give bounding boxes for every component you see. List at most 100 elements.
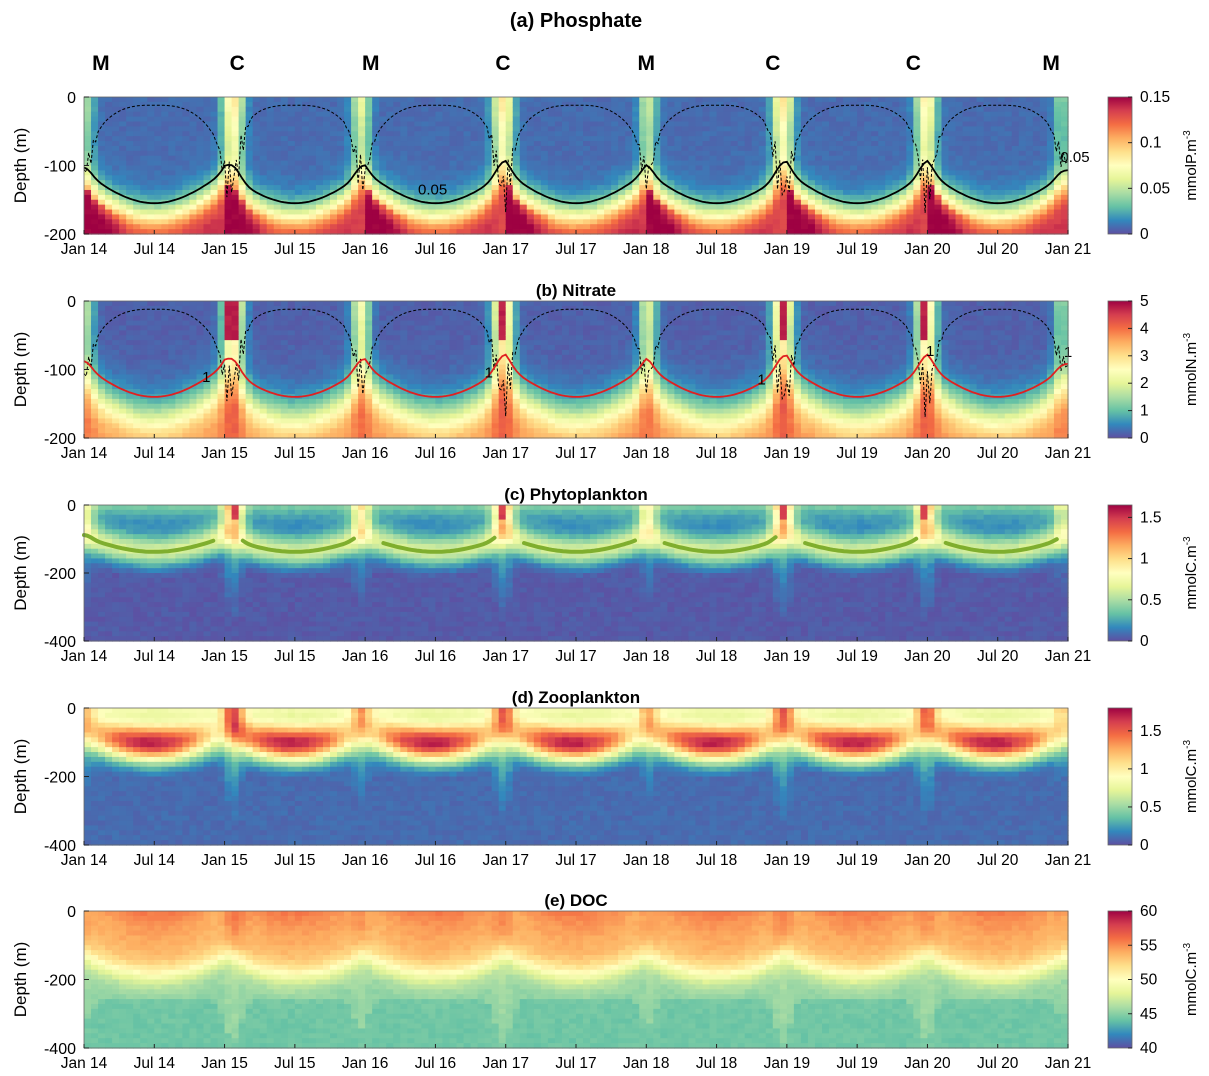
heatmap-cell — [372, 101, 380, 108]
heatmap-cell — [463, 121, 472, 127]
heatmap-cell — [252, 141, 261, 147]
heatmap-cell — [414, 131, 422, 137]
heatmap-cell — [238, 180, 247, 186]
heatmap-cell — [667, 229, 675, 235]
heatmap-cell — [315, 384, 324, 390]
heatmap-cell — [301, 301, 310, 307]
heatmap-cell — [688, 111, 697, 118]
heatmap-cell — [175, 175, 183, 181]
heatmap-cell — [822, 185, 830, 191]
heatmap-cell — [590, 145, 598, 152]
heatmap-cell — [231, 305, 240, 312]
heatmap-cell — [252, 170, 261, 176]
heatmap-cell — [245, 141, 254, 147]
heatmap-cell — [280, 106, 289, 113]
heatmap-cell — [702, 126, 711, 132]
heatmap-cell — [428, 121, 437, 127]
heatmap-cell — [161, 219, 169, 225]
heatmap-cell — [519, 141, 528, 147]
heatmap-cell — [259, 145, 268, 152]
heatmap-cell — [140, 126, 148, 132]
heatmap-cell — [91, 374, 99, 380]
heatmap-cell — [140, 335, 148, 341]
heatmap-cell — [196, 111, 205, 118]
heatmap-cell — [597, 97, 605, 103]
heatmap-cell — [308, 310, 317, 317]
heatmap-cell — [737, 141, 746, 147]
heatmap-cell — [168, 384, 176, 390]
heatmap-cell — [1060, 97, 1069, 103]
heatmap-cell — [245, 199, 254, 206]
heatmap-cell — [112, 325, 120, 331]
heatmap-cell — [829, 126, 837, 132]
heatmap-cell — [561, 155, 570, 162]
heatmap-cell — [379, 204, 387, 211]
heatmap-cell — [526, 150, 535, 157]
heatmap-cell — [407, 175, 415, 181]
heatmap-cell — [1032, 116, 1041, 123]
heatmap-cell — [252, 364, 261, 371]
heatmap-cell — [969, 229, 978, 235]
heatmap-cell — [899, 111, 907, 118]
heatmap-cell — [1018, 155, 1027, 162]
heatmap-cell — [681, 209, 690, 216]
heatmap-cell — [358, 145, 366, 152]
heatmap-cell — [168, 97, 176, 103]
heatmap-cell — [583, 180, 591, 186]
heatmap-cell — [709, 150, 718, 157]
heatmap-cell — [941, 136, 950, 142]
heatmap-cell — [182, 145, 191, 152]
heatmap-cell — [84, 219, 92, 225]
heatmap-cell — [716, 229, 725, 235]
heatmap-cell — [1039, 121, 1048, 127]
heatmap-cell — [259, 150, 268, 157]
heatmap-cell — [112, 398, 120, 405]
heatmap-cell — [365, 145, 373, 152]
heatmap-cell — [1025, 131, 1034, 137]
heatmap-cell — [927, 214, 936, 220]
heatmap-cell — [899, 175, 907, 181]
heatmap-cell — [723, 126, 732, 132]
heatmap-cell — [554, 189, 563, 196]
heatmap-cell — [175, 126, 183, 132]
heatmap-cell — [294, 320, 303, 327]
heatmap-cell — [576, 229, 584, 235]
heatmap-cell — [280, 398, 289, 405]
heatmap-cell — [512, 199, 521, 206]
heatmap-cell — [484, 194, 493, 201]
heatmap-cell — [175, 393, 183, 400]
heatmap-cell — [681, 219, 690, 225]
heatmap-cell — [224, 214, 233, 220]
heatmap-cell — [308, 175, 317, 181]
heatmap-cell — [344, 145, 352, 152]
heatmap-cell — [611, 224, 619, 230]
heatmap-cell — [920, 97, 929, 103]
heatmap-cell — [526, 214, 535, 220]
heatmap-cell — [189, 418, 198, 424]
heatmap-cell — [252, 389, 261, 395]
heatmap-cell — [1046, 194, 1055, 201]
heatmap-cell — [344, 185, 352, 191]
heatmap-cell — [266, 209, 275, 216]
heatmap-cell — [498, 111, 507, 118]
heatmap-cell — [91, 354, 99, 361]
heatmap-cell — [892, 106, 900, 113]
heatmap-cell — [1011, 170, 1020, 176]
heatmap-cell — [639, 131, 647, 137]
heatmap-cell — [322, 301, 331, 307]
heatmap-cell — [667, 175, 675, 181]
heatmap-cell — [119, 194, 127, 201]
heatmap-cell — [224, 359, 233, 366]
heatmap-cell — [301, 155, 310, 162]
heatmap-cell — [105, 349, 113, 356]
heatmap-cell — [238, 379, 247, 385]
heatmap-cell — [800, 180, 809, 186]
heatmap-cell — [470, 131, 479, 137]
heatmap-cell — [217, 199, 226, 206]
heatmap-cell — [1004, 194, 1013, 201]
heatmap-cell — [772, 209, 781, 216]
heatmap-cell — [196, 423, 205, 429]
heatmap-cell — [990, 131, 999, 137]
heatmap-cell — [941, 170, 950, 176]
heatmap-cell — [231, 379, 240, 385]
